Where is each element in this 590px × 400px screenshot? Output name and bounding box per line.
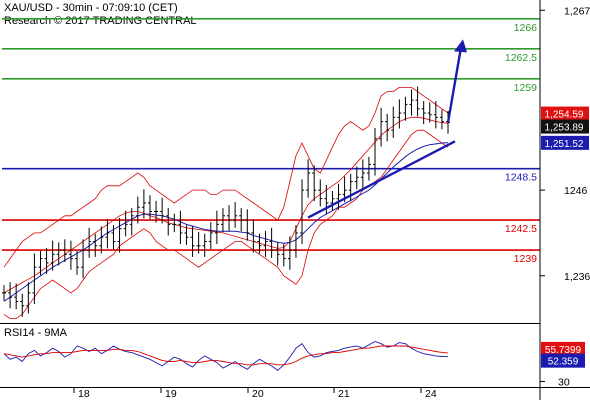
level-label: 1266 [514,22,538,34]
bollinger-lower [3,129,449,319]
forecast-arrow-head [454,39,467,53]
price-tick-label: 1,236 [564,271,590,283]
price-tag [541,106,589,121]
time-tick-label: 21 [338,388,350,400]
level-label: 1239 [514,253,538,265]
rsi-tick-label: 30 [558,376,570,388]
moving-average-line [3,142,449,302]
rsi-tag [541,353,585,368]
chart-header-symbol: XAU/USD - 30min - 07:09:10 (CET) [4,2,178,14]
time-tick-label: 19 [165,388,177,400]
price-tag-label: 1,254.59 [545,110,584,121]
chart-header-copyright: Research © 2017 TRADING CENTRAL [4,15,197,27]
level-label: 1262.5 [505,52,537,64]
price-tick-label: 1,267 [564,5,590,17]
rsi-title: RSI14 - 9MA [4,327,68,339]
price-tag-label: 1,251.52 [545,139,584,150]
bollinger-middle [3,116,449,294]
rsi-ma-line [3,345,449,366]
level-label: 1259 [514,82,538,94]
bollinger-upper [3,87,449,268]
time-tick-label: 24 [425,388,437,400]
price-tag [541,119,589,134]
rsi-tag-label: 55.7399 [545,345,582,356]
rsi-tag [541,341,585,356]
price-tick-label: 1246 [564,185,588,197]
time-tick-label: 18 [78,388,90,400]
rsi-line [3,341,449,371]
rsi-tag-label: 52.359 [548,357,579,368]
price-tag-label: 1,253.89 [545,123,584,134]
trend-line [307,140,456,219]
level-label: 1242.5 [505,223,537,235]
forecast-arrow [446,47,463,123]
price-tag [541,135,589,150]
level-label: 1248.5 [505,172,537,184]
time-tick-label: 20 [252,388,264,400]
